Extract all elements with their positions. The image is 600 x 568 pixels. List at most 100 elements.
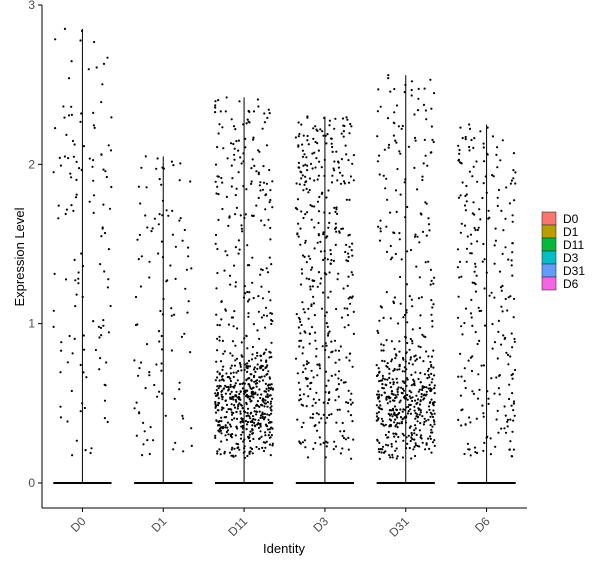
data-point xyxy=(469,233,473,236)
data-point xyxy=(309,162,313,165)
data-point xyxy=(252,386,255,389)
data-point xyxy=(257,196,260,200)
data-point xyxy=(301,155,305,158)
data-point xyxy=(235,417,239,420)
data-point xyxy=(297,326,300,329)
data-point xyxy=(415,358,418,361)
legend-swatch xyxy=(541,250,557,265)
data-point xyxy=(262,181,266,184)
data-point xyxy=(270,341,273,344)
data-point xyxy=(500,343,503,346)
data-point xyxy=(433,387,436,390)
data-point xyxy=(389,386,393,389)
data-point xyxy=(100,334,103,337)
data-point xyxy=(217,387,220,390)
data-point xyxy=(93,126,96,129)
data-point xyxy=(247,365,250,368)
data-point xyxy=(101,83,104,86)
data-point xyxy=(251,428,254,431)
data-point xyxy=(470,242,473,245)
data-point xyxy=(347,255,350,259)
data-point xyxy=(304,163,307,166)
data-point xyxy=(297,381,300,384)
data-point xyxy=(386,378,389,381)
data-point xyxy=(386,117,390,120)
data-point xyxy=(158,178,161,181)
data-point xyxy=(107,278,110,281)
data-point xyxy=(349,398,352,401)
data-point xyxy=(433,374,436,377)
data-point xyxy=(333,160,336,163)
data-point xyxy=(164,414,167,417)
data-point xyxy=(432,282,435,285)
data-point xyxy=(231,177,234,180)
data-point xyxy=(408,295,411,298)
data-point xyxy=(389,419,393,422)
data-point xyxy=(265,373,268,376)
data-point xyxy=(182,417,185,420)
data-point xyxy=(304,446,307,449)
data-point xyxy=(220,420,223,423)
data-point xyxy=(377,331,380,334)
data-point xyxy=(74,305,77,308)
data-point xyxy=(345,116,348,119)
data-point xyxy=(225,403,229,406)
data-point xyxy=(252,396,255,399)
data-point xyxy=(245,366,248,369)
data-point xyxy=(328,330,331,333)
data-point xyxy=(424,448,427,451)
data-point xyxy=(344,250,347,254)
data-point xyxy=(218,379,221,382)
data-point xyxy=(457,144,460,147)
data-point xyxy=(389,456,392,459)
data-point xyxy=(316,142,319,145)
data-point xyxy=(328,271,331,274)
data-point xyxy=(403,381,406,384)
data-point xyxy=(170,314,173,317)
data-point xyxy=(299,283,303,286)
data-point xyxy=(324,348,327,352)
data-point xyxy=(238,448,241,451)
data-point xyxy=(349,296,352,299)
data-point xyxy=(294,136,297,139)
data-point xyxy=(463,204,467,207)
data-point xyxy=(244,391,247,394)
data-point xyxy=(391,415,394,418)
data-point xyxy=(509,418,512,421)
data-point xyxy=(429,268,432,271)
data-point xyxy=(464,194,467,198)
data-point xyxy=(512,419,515,422)
data-point xyxy=(426,369,429,372)
data-point xyxy=(234,382,237,385)
data-point xyxy=(512,177,515,180)
data-point xyxy=(216,323,219,327)
data-point xyxy=(422,162,425,165)
data-point xyxy=(327,332,330,335)
data-point xyxy=(179,217,182,220)
data-point xyxy=(322,441,325,444)
data-point xyxy=(258,447,261,450)
data-point xyxy=(421,333,424,336)
data-point xyxy=(334,373,337,376)
data-point xyxy=(431,415,435,419)
data-point xyxy=(405,415,408,418)
data-point xyxy=(144,155,147,158)
data-point xyxy=(392,432,395,435)
data-point xyxy=(431,138,434,141)
data-point xyxy=(479,218,482,221)
data-point xyxy=(248,365,252,368)
data-point xyxy=(148,260,151,263)
data-point xyxy=(52,171,55,174)
data-point xyxy=(216,247,219,251)
data-point xyxy=(458,276,461,279)
data-point xyxy=(150,230,153,233)
data-point xyxy=(410,80,413,83)
data-point xyxy=(433,384,436,387)
data-point xyxy=(301,143,304,146)
data-point xyxy=(232,395,235,398)
data-point xyxy=(312,376,315,379)
data-point xyxy=(334,445,338,448)
data-point xyxy=(270,405,273,408)
data-point xyxy=(257,149,260,152)
data-point xyxy=(155,363,158,366)
